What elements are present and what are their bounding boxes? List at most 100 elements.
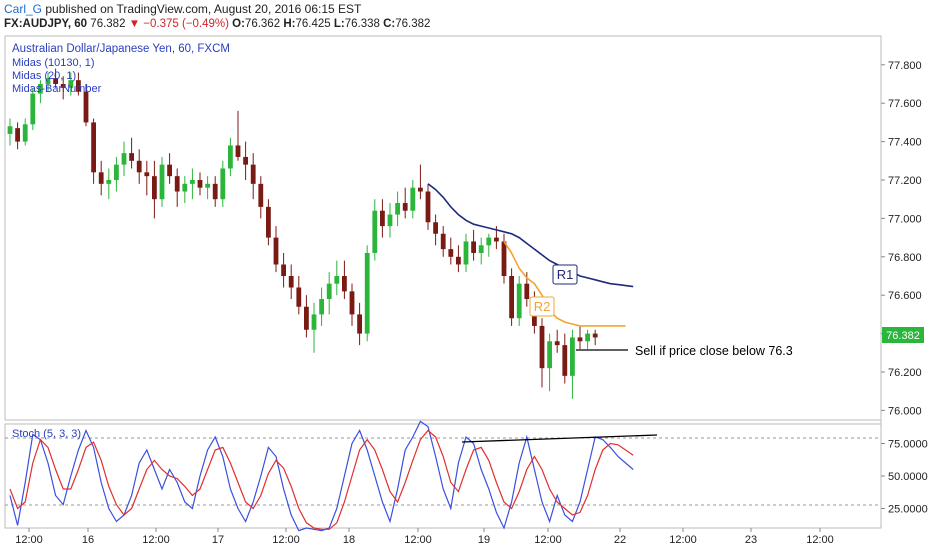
midas-lines-group: [427, 183, 634, 327]
candle-body: [380, 210, 385, 227]
r1-label-box: [552, 264, 578, 285]
candle-body: [7, 126, 13, 134]
candle-body: [539, 325, 545, 369]
last-price-tag: [882, 327, 924, 343]
candle-body: [448, 249, 454, 257]
candle-body: [471, 241, 476, 253]
candle-body: [418, 187, 423, 192]
candle-body: [30, 93, 36, 125]
candle-body: [174, 176, 180, 192]
time-x-axis: 12:00 16 12:00 17 12:00 18 12:00 19 12:00 22 12:00…: [15, 528, 834, 546]
candle-body: [304, 306, 309, 330]
time-tick-label: 18: [343, 534, 355, 546]
candle-body: [22, 124, 28, 142]
price-tick-label: 77.200: [888, 175, 922, 187]
candle-body: [45, 78, 51, 84]
price-tick-label: 76.600: [888, 290, 922, 302]
candle-body: [440, 233, 446, 250]
candle-body: [516, 283, 522, 319]
candle-body: [547, 341, 552, 369]
sell-note: Sell if price close below 76.3: [635, 344, 793, 358]
legend-midas-1: Midas (10130, 1): [12, 57, 95, 69]
candle-body: [212, 183, 218, 200]
candle-body: [478, 245, 484, 253]
r2-label-box: [529, 296, 555, 317]
r1-label: R1: [557, 267, 574, 282]
candle-body: [494, 237, 499, 242]
candle-body: [106, 180, 112, 184]
candle-body: [243, 156, 248, 165]
candle-body: [486, 237, 492, 246]
candle-body: [402, 203, 408, 211]
low-label: L:: [333, 18, 345, 30]
candle-body: [182, 183, 188, 192]
candle-body: [372, 210, 378, 253]
candle-body: [311, 314, 317, 330]
candle-body: [570, 337, 575, 376]
candles-group: [7, 68, 598, 399]
candle-body: [554, 341, 560, 346]
candle-body: [228, 145, 233, 169]
close-label: C:: [383, 18, 396, 30]
legend-midas-barnumber: Midas-BarNumber: [12, 83, 102, 95]
time-tick-label: 12:00: [534, 534, 562, 546]
candle-body: [53, 78, 58, 84]
candle-body: [190, 180, 195, 184]
candle-body: [357, 314, 362, 334]
author-link[interactable]: Carl_G: [4, 2, 43, 16]
candle-body: [273, 237, 279, 265]
price-tick-label: 76.200: [888, 367, 922, 379]
stoch-k-line: [9, 420, 634, 532]
price-tick-label: 77.600: [888, 98, 922, 110]
candle-body: [258, 183, 264, 207]
stoch-legend: Stoch (5, 3, 3): [12, 428, 81, 440]
stoch-lines-group: 75.0000 50.0000 25.0000: [9, 420, 928, 532]
candle-body: [91, 122, 96, 173]
candle-body: [266, 206, 271, 238]
time-tick-label: 12:00: [15, 534, 43, 546]
candle-body: [159, 164, 165, 200]
time-tick-label: 12:00: [272, 534, 300, 546]
candle-body: [220, 168, 226, 200]
chart-title: Australian Dollar/Japanese Yen, 60, FXCM: [12, 43, 230, 55]
candle-body: [167, 164, 172, 177]
candle-body: [288, 276, 294, 288]
candle-body: [425, 191, 431, 223]
time-tick-label: 22: [614, 534, 626, 546]
candle-body: [136, 160, 142, 173]
last-quote: 76.382: [90, 18, 126, 30]
candle-body: [562, 345, 568, 376]
candle-body: [410, 187, 416, 211]
candle-body: [342, 276, 347, 292]
time-tick-label: 12:00: [806, 534, 834, 546]
candle-body: [129, 153, 134, 161]
time-tick-label: 12:00: [404, 534, 432, 546]
high-label: H:: [283, 18, 296, 30]
candle-body: [387, 214, 393, 227]
candle-body: [433, 222, 438, 234]
candle-body: [577, 337, 583, 342]
time-tick-label: 17: [212, 534, 224, 546]
candle-body: [83, 91, 89, 123]
candle-body: [326, 283, 332, 300]
candle-body: [205, 183, 210, 188]
price-tick-label: 77.800: [888, 60, 922, 72]
price-tick-label: 77.000: [888, 213, 922, 225]
candle-body: [152, 176, 157, 200]
candle-body: [281, 264, 286, 276]
published-text: published on TradingView.com, August 20,…: [45, 2, 362, 16]
low-value: 76.338: [344, 18, 380, 30]
change-quote: ▼ −0.375 (−0.49%): [128, 18, 229, 30]
stoch-tick-label: 75.0000: [888, 439, 928, 451]
time-tick-label: 16: [82, 534, 94, 546]
candle-body: [334, 276, 340, 284]
candle-body: [235, 145, 241, 157]
candle-body: [509, 276, 514, 319]
candle-body: [68, 80, 74, 88]
r2-label: R2: [534, 299, 551, 314]
candle-body: [364, 252, 370, 334]
symbol-label: FX:AUDJPY, 60: [4, 18, 88, 30]
last-price-value: 76.382: [886, 330, 920, 342]
candle-body: [501, 241, 507, 276]
